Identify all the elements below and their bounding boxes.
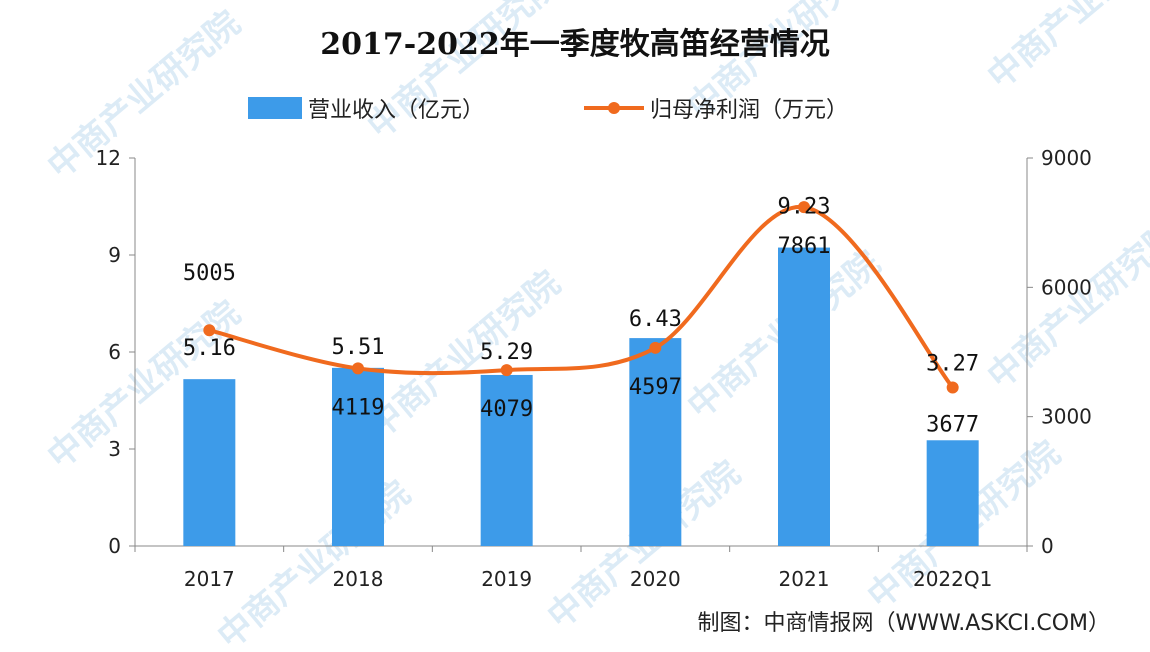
legend-bar-label: 营业收入（亿元） xyxy=(308,98,484,123)
line-value-label: 7861 xyxy=(778,234,831,259)
profit-point-2020 xyxy=(649,341,662,354)
watermark-text: 中商产业研究院 xyxy=(210,473,418,652)
profit-point-2021 xyxy=(798,201,810,214)
bar-value-label: 5.51 xyxy=(332,335,385,360)
left-tick-label: 6 xyxy=(108,340,121,364)
left-tick-label: 9 xyxy=(108,243,121,267)
bar-value-label: 6.43 xyxy=(629,307,682,332)
line-value-label: 5005 xyxy=(183,261,236,286)
line-value-label: 4119 xyxy=(332,395,385,420)
left-tick-label: 0 xyxy=(108,534,121,558)
x-tick-label: 2022Q1 xyxy=(913,567,992,591)
line-series xyxy=(203,201,959,394)
x-tick-label: 2017 xyxy=(184,567,235,591)
bar-value-label: 5.16 xyxy=(183,336,236,361)
watermark-text: 中商产业研究院 xyxy=(980,213,1150,397)
right-tick-label: 3000 xyxy=(1041,405,1092,429)
profit-point-2022Q1 xyxy=(946,381,959,394)
legend-line-marker xyxy=(608,102,620,114)
right-tick-label: 0 xyxy=(1041,534,1054,558)
bar-2019 xyxy=(480,374,533,546)
watermark-text: 中商产业研究院 xyxy=(360,263,568,447)
bar-value-label: 5.29 xyxy=(480,340,533,365)
left-tick-label: 3 xyxy=(108,437,121,461)
watermark-text: 中商产业研究院 xyxy=(360,0,568,147)
left-tick-label: 12 xyxy=(96,146,121,170)
profit-line xyxy=(208,205,955,389)
bar-value-label: 3.27 xyxy=(926,351,979,376)
line-value-label: 4597 xyxy=(629,375,682,400)
source-note: 制图：中商情报网（WWW.ASKCI.COM） xyxy=(698,611,1110,636)
profit-point-2019 xyxy=(500,364,513,377)
data-labels: 5.16 5.51 5.29 6.43 9.23 3.27 5005 4119 4079 4597… xyxy=(183,195,979,438)
bar-2017 xyxy=(183,379,236,546)
profit-point-2017 xyxy=(203,324,216,337)
right-tick-label: 6000 xyxy=(1041,275,1092,299)
watermark-text: 中商产业研究院 xyxy=(40,3,248,187)
watermark-text: 中商产业研究院 xyxy=(980,0,1150,97)
legend-bar-swatch xyxy=(248,97,302,119)
bar-2020 xyxy=(629,338,682,546)
chart-title: 2017-2022年一季度牧高笛经营情况 xyxy=(320,27,829,62)
line-value-label: 3677 xyxy=(926,412,979,437)
legend: 营业收入（亿元） 归母净利润（万元） xyxy=(248,97,848,123)
bars xyxy=(183,247,979,546)
right-tick-label: 9000 xyxy=(1041,146,1092,170)
x-tick-label: 2020 xyxy=(630,567,681,591)
legend-line-label: 归母净利润（万元） xyxy=(650,98,848,123)
bar-2021 xyxy=(778,247,830,546)
x-tick-label: 2019 xyxy=(481,567,532,591)
x-tick-label: 2021 xyxy=(779,567,830,591)
bar-2022Q1 xyxy=(926,440,979,546)
bar-2018 xyxy=(332,367,384,546)
x-tick-label: 2018 xyxy=(333,567,384,591)
bar-value-label: 9.23 xyxy=(778,195,831,220)
line-value-label: 4079 xyxy=(480,397,533,422)
profit-point-2018 xyxy=(352,362,364,375)
axes: 0 3 6 9 12 0 3000 6000 9000 2017 2018 2019 2020 2021 2… xyxy=(96,146,1092,591)
